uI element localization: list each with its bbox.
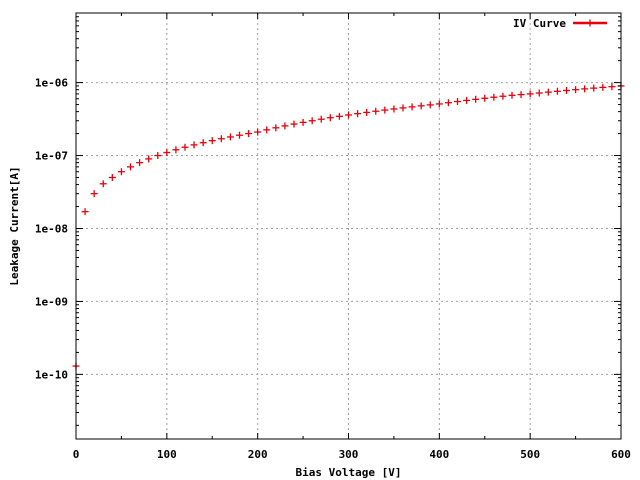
data-point bbox=[281, 122, 289, 130]
data-point bbox=[163, 149, 171, 157]
data-point bbox=[399, 104, 407, 112]
data-point bbox=[245, 130, 253, 138]
data-point bbox=[435, 100, 443, 108]
data-point bbox=[608, 83, 616, 91]
data-point bbox=[572, 86, 580, 94]
data-point bbox=[472, 95, 480, 103]
ticks-layer: 0 100 200 300 400 500 600 1e-10 1e-09 1e-08 1e-07 1… bbox=[35, 13, 631, 461]
data-point bbox=[590, 84, 598, 92]
data-point bbox=[544, 88, 552, 96]
data-point bbox=[90, 190, 98, 198]
data-point bbox=[172, 146, 180, 154]
data-point bbox=[553, 87, 561, 95]
data-point bbox=[535, 89, 543, 97]
y-tick-label: 1e-08 bbox=[35, 222, 68, 235]
data-point bbox=[508, 91, 516, 99]
data-point bbox=[154, 152, 162, 160]
data-point bbox=[236, 131, 243, 139]
y-tick-label: 1e-09 bbox=[35, 295, 68, 308]
data-point bbox=[308, 117, 316, 125]
data-point bbox=[372, 107, 380, 115]
y-tick-label: 1e-06 bbox=[35, 77, 68, 90]
legend-marker-plus bbox=[586, 19, 594, 27]
data-point bbox=[226, 133, 234, 141]
x-tick-label: 500 bbox=[520, 448, 540, 461]
y-axis-title: Leakage Current[A] bbox=[8, 166, 21, 285]
data-point bbox=[417, 102, 425, 110]
data-point bbox=[217, 135, 225, 143]
y-tick-label: 1e-07 bbox=[35, 150, 68, 163]
data-point bbox=[581, 85, 589, 93]
data-point bbox=[136, 159, 144, 167]
data-point bbox=[526, 90, 534, 98]
data-point bbox=[81, 208, 89, 216]
data-point bbox=[263, 126, 271, 134]
data-point bbox=[99, 180, 107, 188]
x-tick-label: 200 bbox=[248, 448, 268, 461]
data-point bbox=[481, 94, 489, 102]
data-point bbox=[145, 155, 153, 163]
data-point bbox=[108, 174, 116, 182]
data-point bbox=[517, 91, 525, 99]
data-point bbox=[390, 105, 398, 113]
data-point bbox=[363, 108, 371, 116]
data-point bbox=[290, 120, 298, 128]
data-point bbox=[599, 83, 607, 91]
data-point bbox=[181, 143, 189, 151]
x-tick-label: 600 bbox=[611, 448, 631, 461]
data-point bbox=[208, 137, 216, 145]
data-point bbox=[408, 103, 416, 111]
x-tick-label: 100 bbox=[157, 448, 177, 461]
marks-layer bbox=[72, 82, 625, 370]
legend-marker bbox=[586, 19, 594, 27]
plot-frame bbox=[75, 12, 622, 440]
data-point bbox=[254, 128, 262, 136]
data-point bbox=[354, 110, 362, 118]
data-point bbox=[426, 101, 434, 109]
legend: IV Curve bbox=[513, 17, 607, 30]
data-point bbox=[345, 111, 352, 119]
data-point bbox=[335, 112, 343, 120]
data-point bbox=[499, 92, 507, 100]
data-point bbox=[127, 163, 134, 171]
data-point bbox=[190, 141, 198, 149]
data-point bbox=[299, 118, 307, 126]
x-tick-label: 400 bbox=[429, 448, 449, 461]
data-point bbox=[444, 99, 452, 107]
x-tick-label: 300 bbox=[339, 448, 359, 461]
grid-layer bbox=[76, 13, 621, 439]
y-tick-label: 1e-10 bbox=[35, 368, 68, 381]
data-point bbox=[381, 106, 389, 114]
x-axis-title: Bias Voltage [V] bbox=[296, 466, 402, 479]
legend-label: IV Curve bbox=[513, 17, 566, 30]
data-point bbox=[490, 93, 498, 101]
x-tick-label: 0 bbox=[73, 448, 80, 461]
data-point bbox=[454, 98, 461, 106]
data-point bbox=[117, 168, 125, 176]
data-point bbox=[563, 86, 570, 94]
data-point bbox=[199, 139, 207, 147]
data-point bbox=[463, 96, 471, 104]
data-point bbox=[272, 124, 280, 132]
data-point bbox=[317, 115, 325, 123]
data-point bbox=[326, 114, 334, 122]
